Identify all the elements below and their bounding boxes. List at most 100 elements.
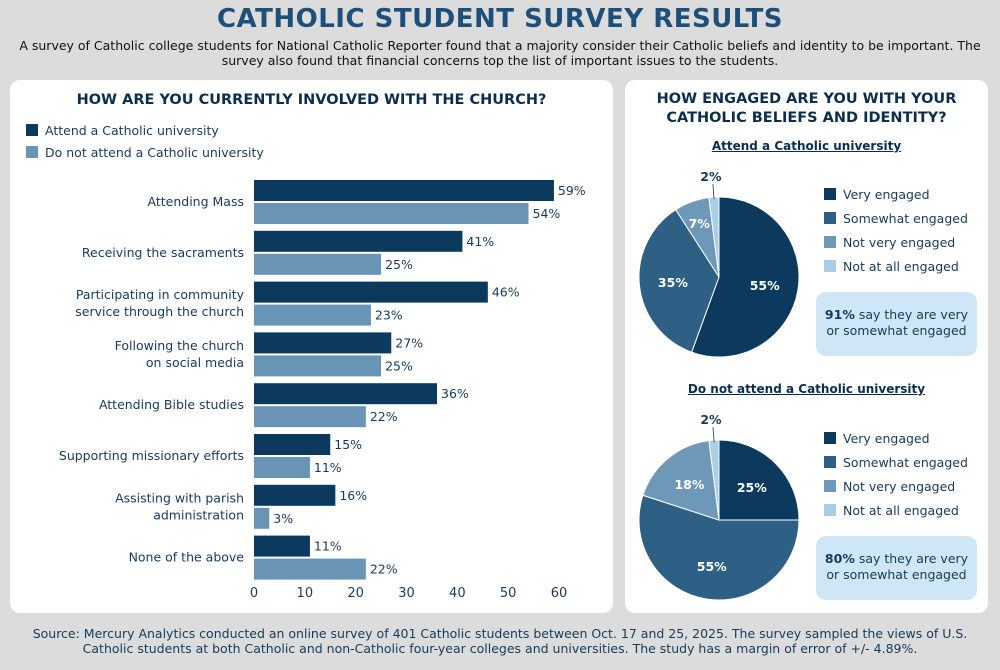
callout-attend-text-a: say they are very xyxy=(854,307,969,322)
legend-not-attend: Do not attend a Catholic university xyxy=(26,145,264,160)
pie1-legend-label: Not very engaged xyxy=(843,235,955,250)
bar-value-label: 3% xyxy=(273,511,293,526)
category-label: Assisting with parish administration xyxy=(115,490,244,522)
pie2-slice xyxy=(718,439,800,521)
bar-value-label: 11% xyxy=(314,460,342,475)
bar-value-label: 59% xyxy=(558,183,586,198)
page-subtitle: A survey of Catholic college students fo… xyxy=(19,38,981,68)
bar-value-label: 23% xyxy=(375,308,403,323)
x-tick-label: 10 xyxy=(297,586,314,601)
bar-not-attend xyxy=(254,507,270,529)
bar-not-attend xyxy=(254,203,529,224)
callout-attend-percent: 91% xyxy=(824,307,855,322)
pie1-subtitle: Attend a Catholic university xyxy=(711,139,902,153)
pie2-slice-label: 25% xyxy=(737,480,767,495)
category-label: Participating in community service throug… xyxy=(75,287,244,319)
bar-attend xyxy=(254,180,554,201)
x-tick-label: 0 xyxy=(250,586,258,601)
x-tick-label: 20 xyxy=(347,586,364,601)
category-label: Attending Bible studies xyxy=(99,397,244,412)
pie1-slice-label: 7% xyxy=(689,216,711,231)
pie-chart-title: HOW ENGAGED ARE YOU WITH YOUR CATHOLIC B… xyxy=(656,91,957,126)
bar-not-attend xyxy=(254,253,382,275)
pie2-legend-label: Not very engaged xyxy=(843,479,955,494)
pie1-legend-label: Somewhat engaged xyxy=(843,211,968,226)
category-label: Supporting missionary efforts xyxy=(59,448,244,463)
pie2-legend-swatch xyxy=(824,504,836,516)
bar-value-label: 25% xyxy=(385,358,413,373)
bar-chart-title: HOW ARE YOU CURRENTLY INVOLVED WITH THE … xyxy=(76,92,547,108)
bar-value-label: 16% xyxy=(339,488,367,503)
bar-value-label: 15% xyxy=(334,437,362,452)
bar-value-label: 25% xyxy=(385,257,413,272)
bar-value-label: 36% xyxy=(441,386,469,401)
bar-not-attend xyxy=(254,355,382,377)
pie2-slice-label: 18% xyxy=(674,477,704,492)
pie2-legend-swatch xyxy=(824,456,836,468)
legend-swatch-attend xyxy=(26,124,38,136)
category-label: Following the church on social media xyxy=(115,338,244,370)
category-label: Receiving the sacraments xyxy=(82,245,244,260)
pie2-legend-label: Very engaged xyxy=(843,431,930,446)
source-footer: Source: Mercury Analytics conducted an o… xyxy=(32,626,968,656)
pie2-slice xyxy=(638,494,800,601)
bar-attend xyxy=(254,230,463,252)
pie1-leader-line xyxy=(712,184,715,200)
pie1-slice-label: 2% xyxy=(700,169,722,184)
pie2-slice-label: 55% xyxy=(697,559,727,574)
legend-label-not-attend: Do not attend a Catholic university xyxy=(45,145,264,160)
legend-attend: Attend a Catholic university xyxy=(26,123,219,138)
bar-not-attend xyxy=(254,406,366,428)
pie1-legend-label: Very engaged xyxy=(843,187,930,202)
legend-swatch-not-attend xyxy=(26,146,38,158)
category-label: Attending Mass xyxy=(148,194,244,209)
bar-attend xyxy=(254,484,336,506)
pie1-slice-label: 35% xyxy=(658,275,688,290)
pie2-legend-swatch xyxy=(824,480,836,492)
bar-value-label: 54% xyxy=(533,206,561,221)
pie-chart-panel: HOW ENGAGED ARE YOU WITH YOUR CATHOLIC B… xyxy=(625,80,988,613)
pie1-slice-label: 55% xyxy=(750,278,780,293)
bar-value-label: 27% xyxy=(395,335,423,350)
pie1-legend-label: Not at all engaged xyxy=(843,259,959,274)
pie1-legend-swatch xyxy=(824,236,836,248)
x-tick-label: 40 xyxy=(449,586,466,601)
pie1-slice xyxy=(638,209,720,353)
bar-attend xyxy=(254,281,488,303)
x-tick-label: 50 xyxy=(500,586,517,601)
callout-not-attend-text-b: or somewhat engaged xyxy=(826,567,967,582)
pie2-subtitle: Do not attend a Catholic university xyxy=(687,382,926,396)
bar-not-attend xyxy=(254,304,371,326)
category-label: None of the above xyxy=(129,550,245,565)
pie1-slice xyxy=(690,196,800,358)
callout-not-attend-text-a: say they are very xyxy=(854,551,969,566)
bar-value-label: 22% xyxy=(370,562,398,577)
callout-attend-text-b: or somewhat engaged xyxy=(826,323,967,338)
callout-not-attend: 80% say they are very or somewhat engage… xyxy=(816,536,977,600)
x-tick-label: 30 xyxy=(398,586,415,601)
bar-attend xyxy=(254,332,392,354)
callout-attend: 91% say they are very or somewhat engage… xyxy=(816,292,977,356)
bar-attend xyxy=(254,383,437,405)
bar-value-label: 11% xyxy=(314,539,342,554)
pie1-legend-swatch xyxy=(824,260,836,272)
pie2-leader-line xyxy=(712,427,715,443)
bar-attend xyxy=(254,535,310,557)
bar-attend xyxy=(254,434,331,455)
bar-not-attend xyxy=(254,558,366,580)
pie2-legend-label: Somewhat engaged xyxy=(843,455,968,470)
pie2-legend-label: Not at all engaged xyxy=(843,503,959,518)
legend-label-attend: Attend a Catholic university xyxy=(45,123,219,138)
pie-charts: 55% 35% 7% 2% Very engaged Somewhat engaged No… xyxy=(638,169,968,601)
pie1-legend-swatch xyxy=(824,188,836,200)
page-title: CATHOLIC STUDENT SURVEY RESULTS xyxy=(216,4,784,34)
x-tick-label: 60 xyxy=(551,586,568,601)
bar-value-label: 46% xyxy=(492,285,520,300)
bar-chart: Attending Mass 59% 54% Receiving the sacram… xyxy=(59,180,586,601)
bar-value-label: 22% xyxy=(370,409,398,424)
pie1-legend-swatch xyxy=(824,212,836,224)
pie2-slice-label: 2% xyxy=(700,412,722,427)
bar-chart-panel: HOW ARE YOU CURRENTLY INVOLVED WITH THE … xyxy=(10,80,613,613)
callout-not-attend-percent: 80% xyxy=(824,551,855,566)
pie2-legend-swatch xyxy=(824,432,836,444)
